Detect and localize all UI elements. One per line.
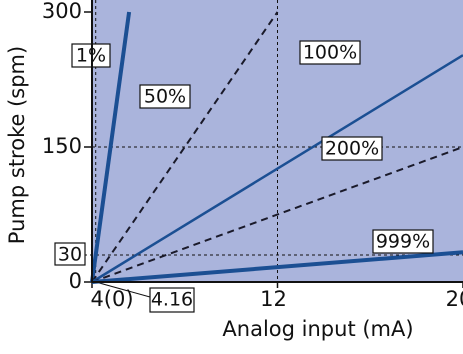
y-tick-label: 0 xyxy=(69,269,82,293)
label-box xyxy=(372,229,434,254)
x-axis-label: Analog input (mA) xyxy=(222,317,413,341)
series-label: 200% xyxy=(325,138,379,160)
series-line xyxy=(90,11,132,283)
reference-label: 4.16 xyxy=(151,289,193,311)
series-line xyxy=(91,11,279,283)
label-box xyxy=(299,40,361,65)
y-axis-label: Pump stroke (spm) xyxy=(5,46,29,244)
y-tick-label: 300 xyxy=(42,0,82,23)
x-tick-label: 20 xyxy=(446,287,463,311)
label-box xyxy=(149,287,195,313)
label-box xyxy=(54,242,86,266)
leader xyxy=(95,281,151,298)
x-tick-label: 4(0) xyxy=(90,287,133,311)
x-tick-label: 12 xyxy=(260,287,287,311)
label-box xyxy=(321,136,383,161)
series-line xyxy=(91,54,463,284)
reference-label: 30 xyxy=(58,244,82,266)
series-label: 999% xyxy=(376,231,430,253)
series-line xyxy=(91,146,463,283)
series-label: 100% xyxy=(303,42,357,64)
y-tick-label: 150 xyxy=(42,134,82,158)
label-box xyxy=(139,84,191,109)
series-line xyxy=(91,250,463,284)
series-label: 50% xyxy=(144,86,186,108)
